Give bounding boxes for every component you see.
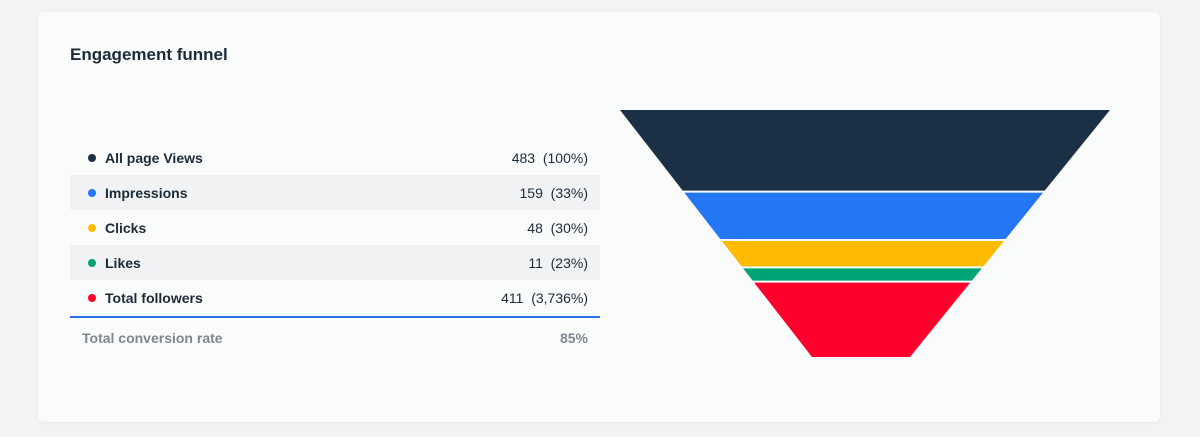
row-label: Clicks [88,220,146,236]
total-conversion-value: 85% [559,330,588,346]
funnel-table: All page Views 483 (100%) Impressions 159 (… [70,140,600,358]
row-label: Total followers [88,290,203,306]
table-row: Clicks 48 (30%) [70,210,600,245]
row-label: Impressions [88,185,187,201]
row-label-text: Impressions [105,184,188,201]
card-title: Engagement funnel [70,45,228,64]
funnel-segment-total-followers [754,282,971,357]
legend-dot-icon [88,258,96,267]
row-label: Likes [88,255,141,271]
funnel-segment-clicks [721,240,1004,267]
funnel-segment-likes [743,268,982,281]
row-value: 159 (33%) [519,184,588,201]
total-conversion-row: Total conversion rate 85% [70,318,600,358]
legend-dot-icon [88,153,96,162]
row-label-text: Clicks [105,219,147,236]
row-value: 48 (30%) [527,219,588,236]
row-value: 411 (3,736%) [501,289,588,306]
funnel-segment-all-page-views [620,110,1110,191]
table-row: Total followers 411 (3,736%) [70,280,600,315]
table-row: All page Views 483 (100%) [70,140,600,175]
row-label: All page Views [88,150,203,166]
table-divider [70,316,600,318]
table-row: Impressions 159 (33%) [70,175,600,210]
row-value: 11 (23%) [528,254,588,271]
legend-dot-icon [88,293,96,302]
funnel-segment-impressions [684,192,1044,239]
row-label-text: Total followers [105,289,203,306]
total-conversion-label: Total conversion rate [82,330,223,346]
table-row: Likes 11 (23%) [70,245,600,280]
row-value: 483 (100%) [511,149,588,166]
legend-dot-icon [88,188,96,197]
row-label-text: All page Views [105,149,203,166]
row-label-text: Likes [105,254,141,271]
legend-dot-icon [88,223,96,232]
